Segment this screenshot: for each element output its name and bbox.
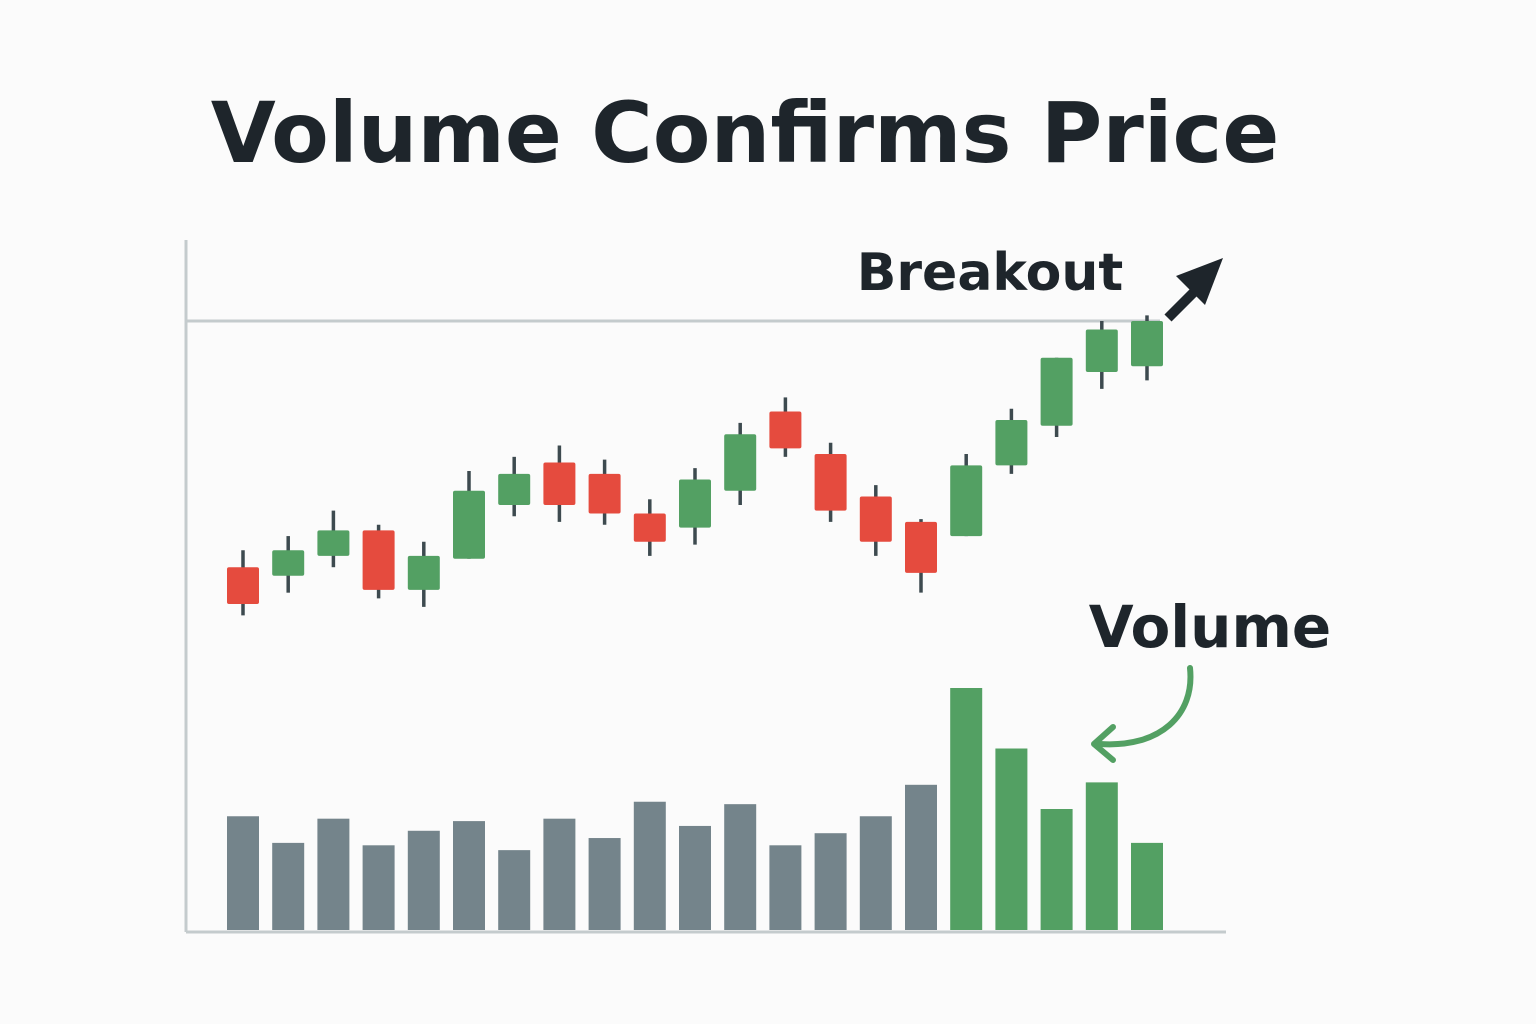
volume-bar (362, 845, 395, 930)
volume-bar (1085, 782, 1118, 930)
volume-bar (859, 816, 892, 930)
candle (633, 499, 666, 556)
candle (272, 536, 305, 593)
volume-bar (407, 830, 440, 930)
candle (724, 422, 757, 505)
volume-bar (814, 833, 847, 930)
candle (227, 550, 259, 616)
candle (950, 454, 983, 537)
volume-bar (227, 816, 259, 930)
candle (1040, 357, 1073, 438)
volume-bars (227, 688, 1163, 930)
candle (1085, 321, 1118, 389)
breakout-label: Breakout (857, 243, 1123, 303)
candle-body-up (453, 490, 485, 559)
candle (407, 541, 440, 607)
volume-bar (453, 821, 485, 930)
volume-bar (905, 784, 937, 930)
candle (905, 519, 937, 593)
candle (1131, 315, 1163, 381)
candle (498, 456, 531, 517)
candle-body-down (859, 496, 892, 542)
candle-body-up (1085, 329, 1118, 372)
candle-body-down (905, 521, 937, 573)
candle (543, 445, 576, 522)
volume-arrow-icon (1091, 665, 1194, 763)
candle (995, 408, 1028, 474)
candle (362, 524, 395, 599)
volume-bar (317, 818, 350, 930)
volume-bar (498, 850, 531, 930)
volume-bar (769, 845, 802, 930)
volume-bar (995, 748, 1028, 930)
candle-body-up (498, 473, 531, 505)
candle-body-down (633, 513, 666, 542)
candle-body-down (362, 530, 395, 590)
candle-body-down (588, 473, 621, 514)
candle-body-up (1131, 321, 1163, 367)
candle-body-down (227, 567, 259, 604)
volume-bar (1040, 809, 1073, 930)
candle-body-down (769, 411, 802, 449)
candle-body-up (724, 434, 757, 491)
candle (317, 510, 350, 568)
candle-body-up (317, 530, 350, 556)
candle (769, 397, 802, 457)
volume-bar (543, 818, 576, 930)
candle (679, 468, 711, 545)
candle (588, 459, 621, 525)
candle (814, 442, 847, 522)
candle-body-up (407, 555, 440, 590)
candle-body-up (1040, 357, 1073, 426)
candle-body-down (814, 454, 847, 511)
volume-label: Volume (1089, 593, 1332, 661)
candle (859, 485, 892, 556)
chart-title: Volume Confirms Price (211, 84, 1280, 182)
candle-body-up (995, 420, 1028, 466)
breakout-arrow-icon (1164, 258, 1223, 322)
volume-bar (679, 825, 711, 930)
candle-body-up (272, 550, 305, 576)
volume-bar (272, 842, 305, 930)
candles (227, 315, 1163, 616)
volume-bar (633, 801, 666, 930)
volume-bar (1131, 842, 1163, 930)
volume-bar (950, 688, 983, 930)
candle-body-up (679, 479, 711, 528)
candle-body-up (950, 465, 983, 537)
volume-bar (724, 804, 757, 930)
candle-body-down (543, 462, 576, 505)
volume-bar (588, 838, 621, 930)
candle (453, 470, 485, 559)
